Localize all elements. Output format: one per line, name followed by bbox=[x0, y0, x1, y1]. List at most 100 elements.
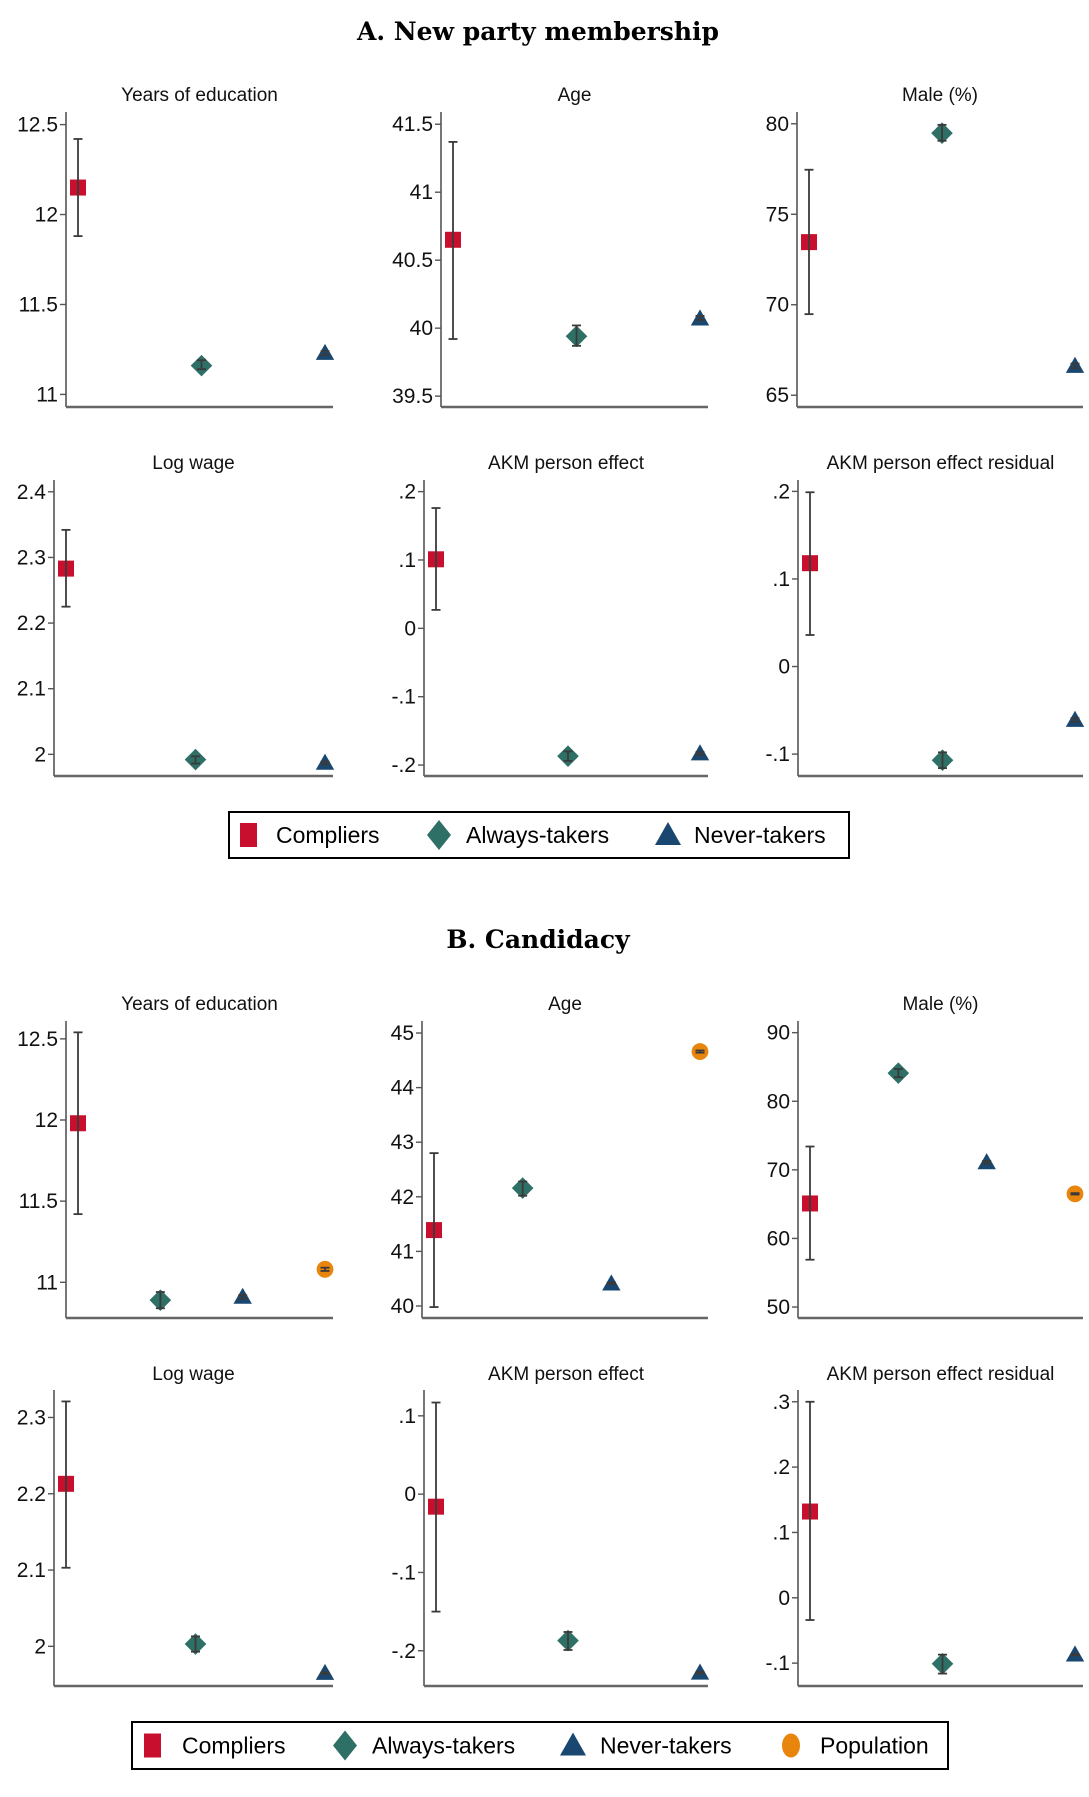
legend-label: Always-takers bbox=[466, 822, 609, 848]
y-tick-label: 2.3 bbox=[17, 546, 46, 569]
y-tick-label: 2.2 bbox=[17, 1483, 46, 1506]
y-tick-label: 2.3 bbox=[17, 1406, 46, 1429]
y-tick-label: 90 bbox=[767, 1022, 790, 1045]
y-tick-label: 40.5 bbox=[392, 249, 433, 272]
point-compliers bbox=[426, 1152, 442, 1308]
point-always-takers bbox=[511, 1177, 534, 1199]
legend-marker-population bbox=[782, 1733, 800, 1758]
legend-label: Compliers bbox=[182, 1733, 286, 1759]
y-tick-label: 11.5 bbox=[19, 1190, 58, 1213]
legend-label: Compliers bbox=[276, 822, 380, 848]
subplot-title: Age bbox=[558, 85, 592, 106]
subplot-years-of-education: Years of education 12.5 12 11.5 11 bbox=[17, 85, 335, 409]
subplot-title: Years of education bbox=[121, 85, 278, 106]
legend-marker-compliers bbox=[240, 823, 257, 847]
point-never-takers bbox=[315, 343, 335, 360]
subplot-male: Male (%) 90 80 70 60 50 bbox=[767, 994, 1084, 1320]
point-compliers bbox=[58, 1400, 74, 1569]
y-tick-label: 40 bbox=[410, 317, 433, 340]
legend-item-compliers: Compliers bbox=[144, 1733, 286, 1759]
y-tick-label: 75 bbox=[766, 203, 789, 226]
y-tick-label: -.2 bbox=[391, 754, 416, 777]
y-tick-label: -.1 bbox=[391, 686, 416, 709]
legend-item-always-takers: Always-takers bbox=[427, 820, 609, 850]
y-tick-label: 12 bbox=[35, 1109, 58, 1132]
y-tick-label: .3 bbox=[772, 1391, 790, 1414]
point-always-takers bbox=[931, 122, 953, 144]
y-tick-label: 2.1 bbox=[17, 678, 46, 701]
legend-label: Never-takers bbox=[600, 1733, 732, 1759]
y-tick-label: -.1 bbox=[765, 1652, 790, 1675]
subplot-title: Age bbox=[548, 994, 582, 1015]
legend-marker-never-takers bbox=[655, 822, 681, 845]
point-always-takers bbox=[565, 324, 588, 348]
subplot-male: Male (%) 80 75 70 65 bbox=[766, 85, 1085, 409]
plots-layer: Years of education 12.5 12 11.5 11 Age 41.5 41 4… bbox=[17, 85, 1085, 1688]
subplot-title: AKM person effect bbox=[488, 453, 645, 474]
y-tick-label: 65 bbox=[766, 384, 789, 407]
y-tick-label: 42 bbox=[391, 1186, 414, 1209]
point-compliers bbox=[802, 1400, 818, 1621]
y-tick-label: .1 bbox=[398, 549, 416, 572]
point-compliers bbox=[58, 528, 74, 608]
point-always-takers bbox=[931, 749, 954, 772]
point-compliers bbox=[445, 141, 461, 340]
legend-marker-always-takers bbox=[333, 1730, 357, 1761]
subplot-title: Log wage bbox=[152, 1364, 234, 1385]
legend-item-always-takers: Always-takers bbox=[333, 1730, 515, 1761]
subplot-akm-person-effect: AKM person effect .1 0 -.1 -.2 bbox=[391, 1364, 710, 1688]
point-always-takers bbox=[190, 354, 213, 377]
point-compliers bbox=[802, 491, 818, 636]
y-tick-label: 12.5 bbox=[17, 114, 58, 137]
legend-item-never-takers: Never-takers bbox=[655, 822, 826, 848]
y-tick-label: 70 bbox=[766, 294, 789, 317]
y-tick-label: 11 bbox=[36, 383, 58, 406]
legends-layer: Compliers Always-takers Never-takersCompli… bbox=[131, 811, 949, 1770]
legend-box bbox=[131, 1721, 949, 1770]
y-tick-label: 44 bbox=[391, 1077, 415, 1100]
y-tick-label: 0 bbox=[404, 1483, 416, 1506]
legend-item-never-takers: Never-takers bbox=[560, 1732, 732, 1759]
legend-label: Never-takers bbox=[694, 822, 826, 848]
legend-a: Compliers Always-takers Never-takers bbox=[228, 811, 850, 859]
y-tick-label: 40 bbox=[391, 1295, 414, 1318]
y-tick-label: .2 bbox=[772, 480, 790, 503]
point-never-takers bbox=[233, 1287, 252, 1304]
point-never-takers bbox=[690, 744, 710, 761]
subplot-title: AKM person effect residual bbox=[827, 453, 1055, 474]
y-tick-label: 0 bbox=[778, 1587, 790, 1610]
legend-box bbox=[228, 811, 850, 859]
subplot-title: Male (%) bbox=[902, 994, 978, 1015]
point-always-takers bbox=[149, 1289, 172, 1311]
y-tick-label: 2.2 bbox=[17, 612, 46, 635]
subplot-title: Log wage bbox=[152, 453, 234, 474]
y-tick-label: 70 bbox=[767, 1159, 790, 1182]
section-a-title: A. New party membership bbox=[356, 17, 719, 46]
y-tick-label: 80 bbox=[766, 113, 789, 136]
legend-b: Compliers Always-takers Never-takers Popula… bbox=[131, 1721, 949, 1770]
point-compliers bbox=[70, 1031, 86, 1216]
y-tick-label: 43 bbox=[391, 1131, 414, 1154]
y-tick-label: .1 bbox=[772, 568, 790, 591]
y-tick-label: -.1 bbox=[765, 743, 790, 766]
point-population bbox=[691, 1043, 709, 1060]
y-tick-label: 0 bbox=[404, 617, 416, 640]
point-always-takers bbox=[557, 745, 579, 767]
y-tick-label: 41.5 bbox=[392, 113, 433, 136]
section-b: Years of education 12.5 12 11.5 11 Age 45 44 43 4… bbox=[17, 994, 1085, 1688]
subplot-years-of-education: Years of education 12.5 12 11.5 11 bbox=[17, 994, 334, 1320]
subplot-title: AKM person effect residual bbox=[827, 1364, 1055, 1385]
y-tick-label: 39.5 bbox=[392, 385, 433, 408]
subplot-log-wage: Log wage 2.4 2.3 2.2 2.1 2 bbox=[17, 453, 335, 778]
y-tick-label: .2 bbox=[772, 1456, 790, 1479]
y-tick-label: 50 bbox=[767, 1296, 790, 1319]
legend-label: Always-takers bbox=[372, 1733, 515, 1759]
legend-marker-compliers bbox=[144, 1733, 161, 1758]
point-never-takers bbox=[315, 1663, 335, 1680]
point-never-takers bbox=[977, 1153, 996, 1170]
y-tick-label: .1 bbox=[398, 1405, 416, 1428]
y-tick-label: -.2 bbox=[391, 1640, 416, 1663]
subplot-akm-person-effect-residual: AKM person effect residual .2 .1 0 -.1 bbox=[765, 453, 1085, 778]
legend-marker-never-takers bbox=[560, 1732, 586, 1756]
